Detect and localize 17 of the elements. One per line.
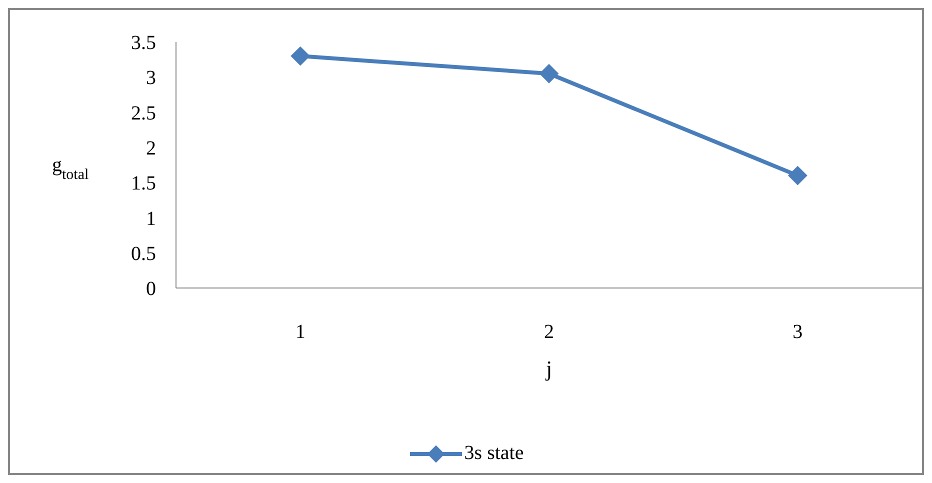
y-tick-label: 0.5 <box>131 242 156 265</box>
point <box>788 166 808 186</box>
legend-label: 3s state <box>464 442 524 465</box>
point <box>540 64 558 84</box>
y-tick-label: 0 <box>146 278 156 300</box>
y-tick-label: 1 <box>146 208 156 230</box>
y-tick-label: 2.5 <box>131 102 156 124</box>
x-tick-label: 1 <box>295 321 306 344</box>
x-tick-label: 2 <box>544 321 554 344</box>
x-axis-title: j <box>544 356 552 381</box>
y-tick-label: 1.5 <box>131 172 156 195</box>
y-tick-label: 2 <box>146 138 156 160</box>
y-tick-label: 3 <box>146 67 156 90</box>
y-axis-title: g$_{total}$ <box>52 154 89 183</box>
y-tick-label: 3.5 <box>131 32 156 54</box>
point <box>290 46 310 66</box>
x-tick-label: 3 <box>792 321 803 344</box>
